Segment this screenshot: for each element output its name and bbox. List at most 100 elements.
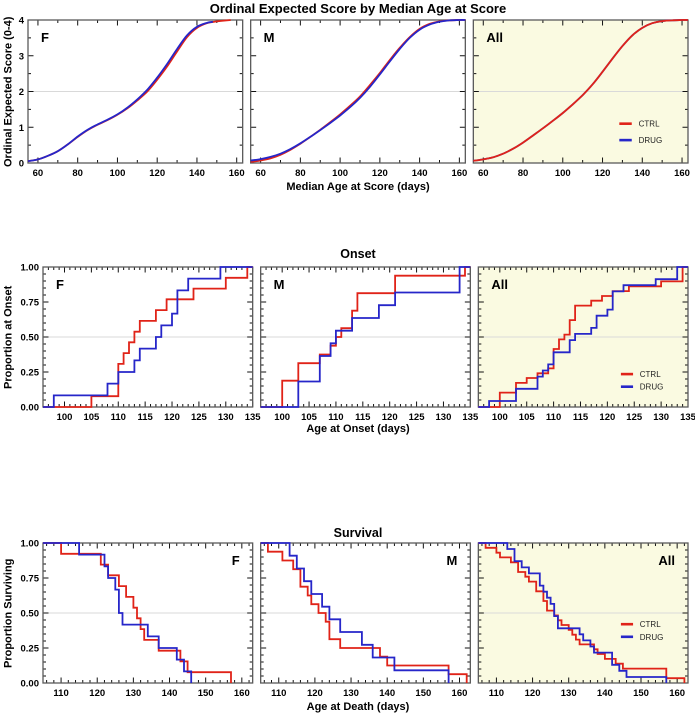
x-tick-label: 115 xyxy=(355,412,371,423)
x-tick-label: 120 xyxy=(599,412,615,423)
x-tick-label: 105 xyxy=(83,412,100,423)
x-tick-label: 120 xyxy=(382,412,398,423)
x-tick-label: 125 xyxy=(409,412,426,423)
x-tick-label: 140 xyxy=(162,688,178,699)
panel-frame xyxy=(42,542,254,684)
y-tick-label: 1.00 xyxy=(21,263,40,274)
row3-title: Survival xyxy=(333,526,383,540)
panel-label: M xyxy=(264,30,275,45)
y-tick-label: 0.00 xyxy=(21,403,40,414)
drug-curve xyxy=(43,266,253,408)
panel-frame xyxy=(42,266,254,408)
x-tick-label: 140 xyxy=(412,168,428,179)
ctrl-curve xyxy=(260,542,468,683)
x-tick-label: 80 xyxy=(295,168,306,179)
panel-expected-score-f: F 60 80 100 120 140 160 0 1 2 3 4 xyxy=(19,16,245,180)
x-tick-label: 160 xyxy=(452,688,468,699)
row3-survival-panels: F 110 120 130 140 150 160 0.00 0.25 0.50 0.75 1.00 M… xyxy=(21,539,689,699)
x-tick-label: 115 xyxy=(137,412,153,423)
drug-curve xyxy=(260,266,471,408)
x-tick-label: 160 xyxy=(674,168,690,179)
x-tick-label: 110 xyxy=(328,412,343,423)
legend-label-ctrl: CTRL xyxy=(640,620,661,629)
row2-onset-panels: F 100 105 110 115 120 125 130 135 0.00 0.25 0.50 0.7… xyxy=(21,263,695,424)
x-tick-label: 140 xyxy=(189,168,205,179)
legend-label-drug: DRUG xyxy=(640,383,664,392)
drug-curve xyxy=(478,266,688,408)
x-tick-label: 100 xyxy=(57,412,73,423)
x-tick-label: 150 xyxy=(198,688,214,699)
x-tick-label: 130 xyxy=(343,688,359,699)
x-tick-label: 130 xyxy=(218,412,234,423)
x-tick-label: 125 xyxy=(191,412,208,423)
panel-onset-m: M 100 105 110 115 120 125 130 135 xyxy=(260,266,479,423)
x-tick-label: 100 xyxy=(332,168,348,179)
panel-survival-f: F 110 120 130 140 150 160 0.00 0.25 0.50 0.75 1.00 xyxy=(21,539,254,699)
panel-label: M xyxy=(446,553,457,568)
row1-x-axis-label: Median Age at Score (days) xyxy=(286,181,430,193)
y-tick-label: 1 xyxy=(19,123,25,134)
drug-curve xyxy=(250,19,466,162)
x-tick-label: 120 xyxy=(164,412,180,423)
row1-title: Ordinal Expected Score by Median Age at … xyxy=(209,1,507,16)
x-tick-label: 80 xyxy=(72,168,83,179)
panel-label: F xyxy=(56,277,64,292)
y-tick-label: 0 xyxy=(19,159,24,170)
x-tick-label: 105 xyxy=(519,412,536,423)
y-tick-label: 0.50 xyxy=(21,333,40,344)
x-tick-label: 115 xyxy=(573,412,589,423)
ctrl-curve xyxy=(250,19,466,163)
x-tick-label: 100 xyxy=(492,412,508,423)
panel-onset-f: F 100 105 110 115 120 125 130 135 0.00 0.25 0.50 0.7… xyxy=(21,263,262,424)
panel-expected-score-all: All CTRL DRUG 60 80 100 120 140 160 xyxy=(472,19,690,179)
x-tick-label: 60 xyxy=(255,168,266,179)
panel-survival-all: All CTRL DRUG 110 120 130 140 150 160 xyxy=(477,542,689,699)
x-tick-label: 120 xyxy=(149,168,165,179)
panel-frame xyxy=(477,542,689,684)
panel-expected-score-m: M 60 80 100 120 140 160 xyxy=(250,19,467,179)
x-tick-label: 100 xyxy=(274,412,290,423)
x-tick-label: 130 xyxy=(561,688,577,699)
x-tick-label: 110 xyxy=(489,688,504,699)
y-tick-label: 2 xyxy=(19,87,24,98)
ctrl-curve xyxy=(473,19,689,162)
x-tick-label: 130 xyxy=(436,412,452,423)
x-tick-label: 100 xyxy=(110,168,126,179)
y-tick-label: 1.00 xyxy=(21,539,40,550)
x-tick-label: 110 xyxy=(546,412,561,423)
drug-curve xyxy=(43,542,193,683)
y-tick-label: 4 xyxy=(19,16,25,27)
panel-label: F xyxy=(41,30,49,45)
panel-label: F xyxy=(232,553,240,568)
panel-frame xyxy=(477,266,689,408)
x-tick-label: 140 xyxy=(379,688,395,699)
ctrl-curve xyxy=(43,542,232,683)
panel-label: All xyxy=(658,553,675,568)
x-tick-label: 60 xyxy=(478,168,489,179)
panel-frame xyxy=(260,266,471,408)
x-tick-label: 140 xyxy=(597,688,613,699)
row2-x-axis-label: Age at Onset (days) xyxy=(306,423,410,435)
x-tick-label: 105 xyxy=(301,412,318,423)
panel-survival-m: M 110 120 130 140 150 160 xyxy=(260,542,471,699)
ctrl-curve xyxy=(43,266,253,408)
x-tick-label: 130 xyxy=(653,412,669,423)
x-tick-label: 120 xyxy=(595,168,611,179)
x-tick-label: 150 xyxy=(415,688,431,699)
y-tick-label: 0.50 xyxy=(21,609,40,620)
row2-title: Onset xyxy=(340,247,376,261)
y-tick-label: 3 xyxy=(19,51,24,62)
y-tick-label: 0.75 xyxy=(21,574,40,585)
ctrl-curve xyxy=(260,266,471,408)
x-tick-label: 160 xyxy=(669,688,685,699)
y-tick-label: 0.75 xyxy=(21,298,40,309)
legend-label-ctrl: CTRL xyxy=(639,120,660,129)
x-tick-label: 160 xyxy=(234,688,250,699)
panel-label: M xyxy=(274,277,285,292)
y-tick-label: 0.25 xyxy=(21,644,40,655)
x-tick-label: 100 xyxy=(555,168,571,179)
panel-onset-all: All CTRL DRUG 100 105 110 115 120 125 130 135 xyxy=(477,266,695,423)
axis-ticks xyxy=(473,19,688,164)
legend-label-drug: DRUG xyxy=(640,633,664,642)
